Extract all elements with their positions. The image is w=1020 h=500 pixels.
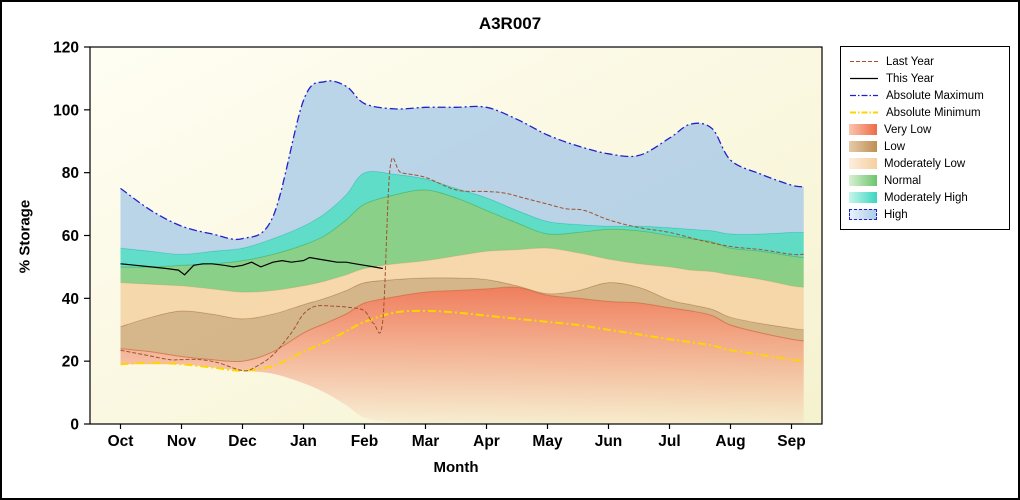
x-tick-label: May <box>532 433 563 450</box>
legend-label: This Year <box>886 72 934 85</box>
y-axis-label: % Storage <box>16 199 34 274</box>
legend-line-sample <box>849 56 879 67</box>
legend-label: Normal <box>884 174 922 187</box>
legend-item-moderately-high: Moderately High <box>849 189 1001 206</box>
y-tick-label: 20 <box>62 354 79 371</box>
legend-line-sample <box>849 73 879 84</box>
y-tick-label: 80 <box>62 165 79 182</box>
legend-label: Moderately Low <box>884 157 966 170</box>
legend-band-sample <box>849 175 877 186</box>
legend-item-high: High <box>849 206 1001 223</box>
y-tick-label: 60 <box>62 228 79 245</box>
y-tick-label: 40 <box>62 291 79 308</box>
x-tick-label: Apr <box>473 433 500 450</box>
legend-line-sample <box>849 107 879 118</box>
band-moderately-low <box>120 247 804 330</box>
y-tick-label: 0 <box>70 417 79 434</box>
line-last-year <box>120 157 804 372</box>
legend-label: Absolute Minimum <box>886 106 981 119</box>
legend-band-sample <box>849 192 877 203</box>
legend-item-very-low: Very Low <box>849 121 1001 138</box>
y-tick-label: 100 <box>53 102 79 119</box>
legend-label: Low <box>884 140 906 153</box>
x-tick-label: Jan <box>290 433 317 450</box>
legend-band-sample <box>849 124 877 135</box>
x-tick-label: Sep <box>777 433 805 450</box>
legend-item-absolute-maximum: Absolute Maximum <box>849 87 1001 104</box>
band-moderately-high <box>120 171 804 268</box>
legend-item-absolute-minimum: Absolute Minimum <box>849 104 1001 121</box>
legend-item-low: Low <box>849 138 1001 155</box>
legend-item-normal: Normal <box>849 172 1001 189</box>
legend-label: Moderately High <box>884 191 968 204</box>
x-tick-label: Feb <box>351 433 379 450</box>
x-tick-label: Dec <box>228 433 257 450</box>
legend-label: High <box>884 208 908 221</box>
band-normal <box>120 189 804 293</box>
line-absolute-maximum <box>120 80 804 241</box>
line-absolute-minimum <box>120 309 804 372</box>
legend-band-sample <box>849 209 877 220</box>
band-low <box>120 277 804 362</box>
legend-label: Very Low <box>884 123 932 136</box>
x-tick-label: Jun <box>595 433 623 450</box>
legend-band-sample <box>849 141 877 152</box>
legend-item-last-year: Last Year <box>849 53 1001 70</box>
x-tick-label: Jul <box>658 433 680 450</box>
legend-item-this-year: This Year <box>849 70 1001 87</box>
legend-label: Last Year <box>886 55 934 68</box>
legend-line-sample <box>849 90 879 101</box>
x-tick-label: Nov <box>167 433 197 450</box>
x-tick-label: Mar <box>412 433 440 450</box>
x-tick-label: Oct <box>108 433 134 450</box>
legend-item-moderately-low: Moderately Low <box>849 155 1001 172</box>
legend-band-sample <box>849 158 877 169</box>
legend-label: Absolute Maximum <box>886 89 984 102</box>
y-tick-label: 120 <box>53 40 79 57</box>
line-this-year <box>120 256 383 276</box>
band-very-low <box>120 287 804 424</box>
band-high <box>120 80 804 255</box>
x-tick-label: Aug <box>715 433 745 450</box>
x-axis-label: Month <box>433 459 479 476</box>
chart-title: A3R007 <box>478 14 542 33</box>
legend: Last Year This Year Absolute Maximum Absolu… <box>840 46 1010 230</box>
